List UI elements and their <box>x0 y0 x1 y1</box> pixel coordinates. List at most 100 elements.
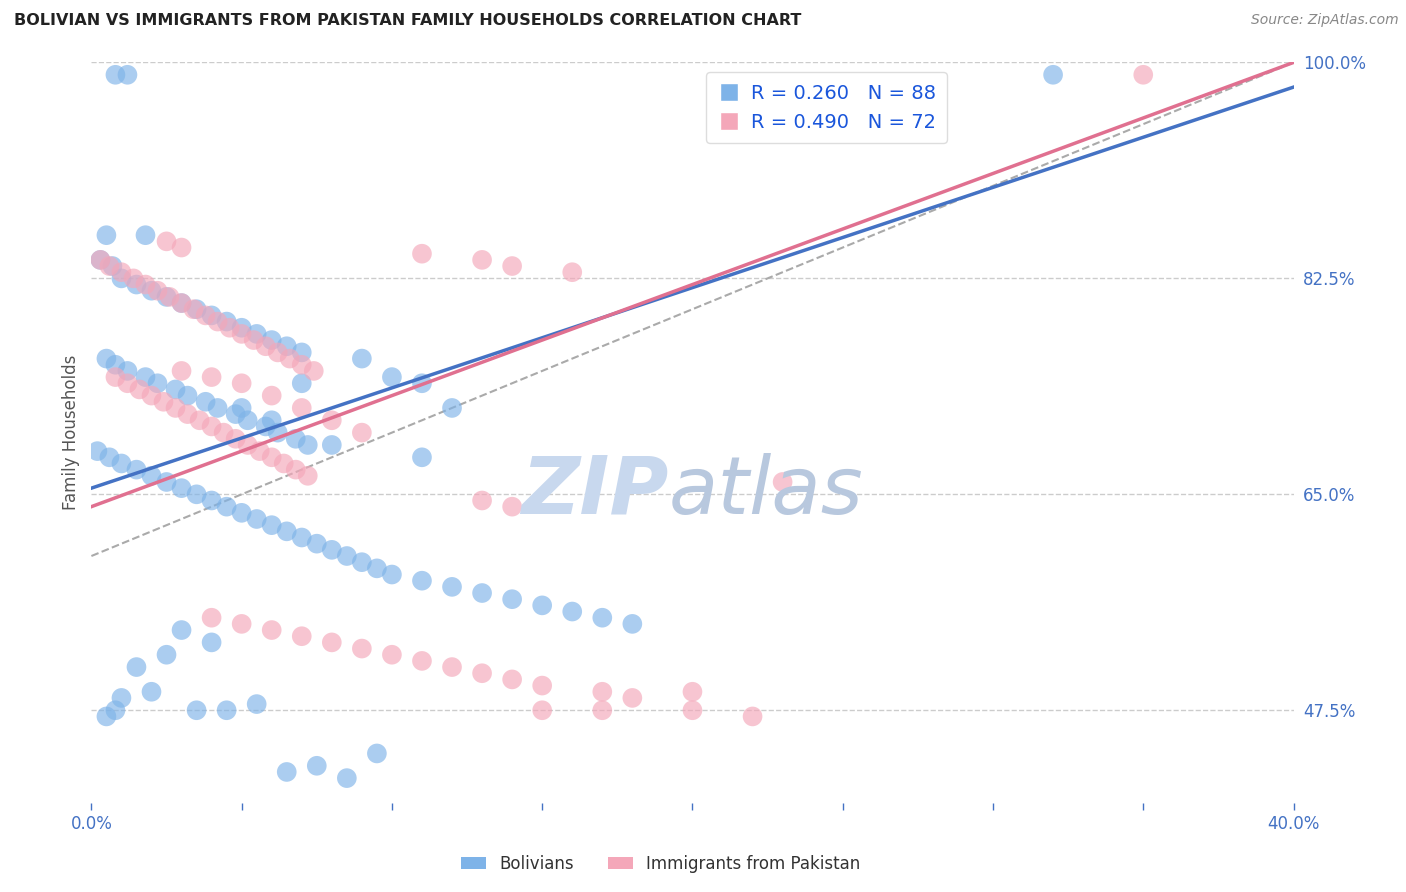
Point <box>305 758 328 772</box>
Point <box>305 537 328 551</box>
Point <box>134 277 156 292</box>
Point <box>276 764 298 779</box>
Point <box>381 648 404 662</box>
Point <box>183 302 205 317</box>
Point <box>89 252 111 267</box>
Point <box>302 364 325 378</box>
Point <box>276 339 298 353</box>
Point <box>321 413 343 427</box>
Point <box>591 611 613 625</box>
Point <box>621 690 644 705</box>
Point <box>254 339 277 353</box>
Point <box>366 561 388 575</box>
Point <box>201 493 224 508</box>
Point <box>772 475 794 489</box>
Point <box>1132 68 1154 82</box>
Point <box>110 457 132 471</box>
Point <box>531 679 554 693</box>
Point <box>531 599 554 613</box>
Point <box>501 259 523 273</box>
Point <box>110 265 132 279</box>
Point <box>561 265 583 279</box>
Point <box>501 500 523 514</box>
Text: Source: ZipAtlas.com: Source: ZipAtlas.com <box>1251 13 1399 28</box>
Point <box>225 432 247 446</box>
Point <box>236 438 259 452</box>
Point <box>231 376 253 391</box>
Point <box>125 462 148 476</box>
Text: BOLIVIAN VS IMMIGRANTS FROM PAKISTAN FAMILY HOUSEHOLDS CORRELATION CHART: BOLIVIAN VS IMMIGRANTS FROM PAKISTAN FAM… <box>14 13 801 29</box>
Point <box>276 524 298 539</box>
Point <box>207 315 229 329</box>
Point <box>141 284 163 298</box>
Point <box>297 438 319 452</box>
Point <box>260 413 283 427</box>
Point <box>170 241 193 255</box>
Point <box>531 703 554 717</box>
Point <box>98 450 121 465</box>
Point <box>471 252 494 267</box>
Point <box>170 296 193 310</box>
Point <box>201 635 224 649</box>
Point <box>128 383 150 397</box>
Point <box>225 407 247 421</box>
Point <box>260 333 283 347</box>
Point <box>381 370 404 384</box>
Point <box>260 450 283 465</box>
Point <box>215 500 238 514</box>
Point <box>201 309 224 323</box>
Point <box>501 673 523 687</box>
Point <box>411 574 433 588</box>
Point <box>176 407 198 421</box>
Point <box>110 271 132 285</box>
Point <box>176 389 198 403</box>
Point <box>110 690 132 705</box>
Point <box>336 771 359 785</box>
Point <box>188 413 211 427</box>
Point <box>104 358 127 372</box>
Point <box>591 703 613 717</box>
Point <box>246 512 269 526</box>
Point <box>201 419 224 434</box>
Point <box>291 629 314 643</box>
Legend: Bolivians, Immigrants from Pakistan: Bolivians, Immigrants from Pakistan <box>454 848 868 880</box>
Point <box>170 623 193 637</box>
Point <box>561 605 583 619</box>
Point <box>155 475 177 489</box>
Point <box>101 259 124 273</box>
Point <box>471 493 494 508</box>
Point <box>146 284 169 298</box>
Point <box>186 703 208 717</box>
Text: atlas: atlas <box>668 453 863 531</box>
Point <box>246 326 269 341</box>
Point <box>621 616 644 631</box>
Point <box>231 401 253 415</box>
Point <box>242 333 264 347</box>
Point <box>350 641 373 656</box>
Point <box>1042 68 1064 82</box>
Point <box>284 432 307 446</box>
Point <box>284 462 307 476</box>
Point <box>165 383 187 397</box>
Point <box>117 68 139 82</box>
Point <box>170 481 193 495</box>
Point <box>278 351 301 366</box>
Point <box>291 358 314 372</box>
Point <box>231 326 253 341</box>
Point <box>471 586 494 600</box>
Point <box>321 542 343 557</box>
Point <box>104 68 127 82</box>
Point <box>125 277 148 292</box>
Point <box>170 296 193 310</box>
Point <box>231 506 253 520</box>
Point <box>146 376 169 391</box>
Point <box>215 315 238 329</box>
Point <box>246 697 269 711</box>
Point <box>350 351 373 366</box>
Point <box>117 376 139 391</box>
Point <box>96 709 118 723</box>
Point <box>170 364 193 378</box>
Point <box>273 457 295 471</box>
Point <box>122 271 145 285</box>
Point <box>267 345 290 359</box>
